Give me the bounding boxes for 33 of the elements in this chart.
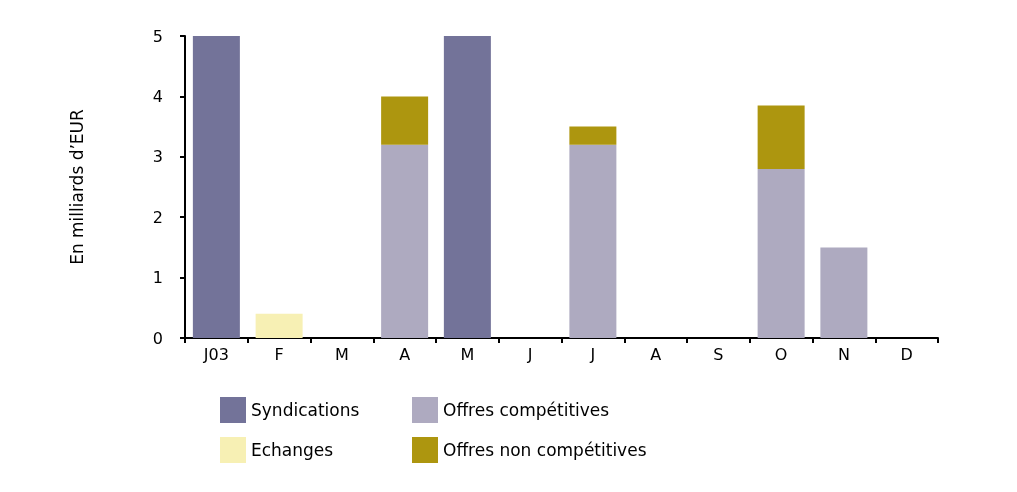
x-tick-label: M (334, 344, 349, 364)
legend-label: Echanges (251, 440, 334, 460)
x-tick-label: J (589, 344, 596, 364)
bar (443, 36, 491, 338)
bar (757, 168, 805, 338)
x-tick-label: M (460, 344, 475, 364)
bar (381, 96, 429, 145)
y-axis-title: En milliards d’EUR (66, 108, 87, 265)
x-tick-label: S (713, 344, 724, 364)
x-tick-label: D (900, 344, 913, 364)
y-tick-label: 5 (152, 26, 163, 46)
bar (381, 144, 429, 338)
bar (569, 126, 617, 145)
bar (569, 144, 617, 338)
y-tick-label: 2 (152, 207, 163, 227)
legend-label: Offres compétitives (443, 400, 610, 420)
bar (255, 313, 303, 338)
bar (192, 36, 240, 338)
bar (820, 247, 868, 338)
y-tick-label: 4 (152, 86, 163, 106)
y-tick-label: 3 (152, 147, 163, 167)
x-tick-label: N (837, 344, 850, 364)
x-tick-label: A (399, 344, 411, 364)
x-tick-label: J (526, 344, 533, 364)
legend-label: Syndications (251, 400, 360, 420)
bar (757, 105, 805, 169)
x-tick-label: F (274, 344, 284, 364)
x-tick-label: O (774, 344, 788, 364)
y-tick-label: 1 (152, 268, 163, 288)
x-tick-label: J03 (202, 344, 229, 364)
x-tick-label: A (650, 344, 662, 364)
legend-label: Offres non compétitives (443, 440, 647, 460)
y-tick-label: 0 (152, 328, 163, 348)
